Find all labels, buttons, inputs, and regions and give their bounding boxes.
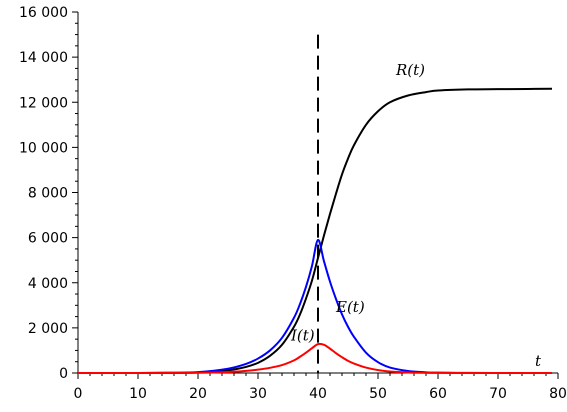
- x-tick-label: 0: [74, 386, 83, 402]
- y-tick-label: 14 000: [19, 50, 68, 66]
- series-label-rt: R(t): [395, 61, 425, 79]
- series-line-it: [78, 342, 552, 375]
- x-tick-label: 70: [489, 386, 507, 402]
- series-label-it: I(t): [290, 326, 315, 344]
- series-line-et: [78, 238, 552, 375]
- curves: [78, 87, 553, 375]
- x-tick-label: 80: [549, 386, 567, 402]
- series-label-et: E(t): [335, 298, 365, 316]
- x-axis-label: t: [535, 352, 542, 370]
- y-tick-label: 16 000: [19, 5, 68, 21]
- x-tick-label: 30: [249, 386, 267, 402]
- x-tick-label: 10: [129, 386, 147, 402]
- axes: 0 2 000 4 000 6 000 8 000 10 000 12 000 14 000 1…: [19, 5, 567, 402]
- y-tick-label: 4 000: [28, 276, 68, 292]
- y-tick-label: 10 000: [19, 140, 68, 156]
- y-tick-label: 6 000: [28, 231, 68, 247]
- series-line-rt: [78, 87, 553, 375]
- x-tick-label: 40: [309, 386, 327, 402]
- y-tick-label: 0: [59, 366, 68, 382]
- y-tick-label: 12 000: [19, 95, 68, 111]
- x-tick-label: 50: [369, 386, 387, 402]
- y-tick-label: 8 000: [28, 186, 68, 202]
- x-tick-label: 20: [189, 386, 207, 402]
- labels: R(t) E(t) I(t): [290, 61, 425, 344]
- y-tick-label: 2 000: [28, 321, 68, 337]
- x-tick-label: 60: [429, 386, 447, 402]
